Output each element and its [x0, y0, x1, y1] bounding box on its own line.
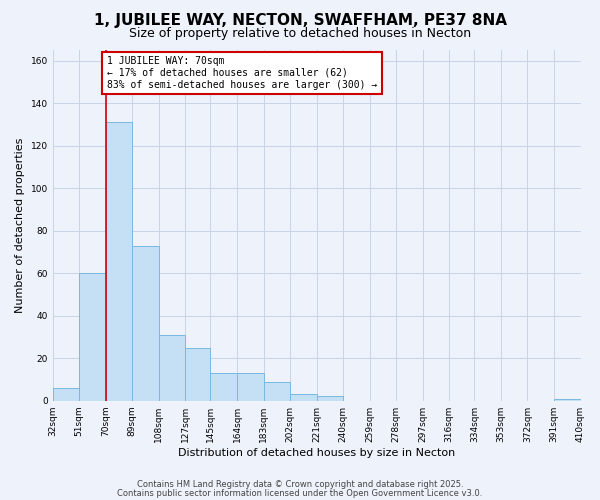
Text: 1, JUBILEE WAY, NECTON, SWAFFHAM, PE37 8NA: 1, JUBILEE WAY, NECTON, SWAFFHAM, PE37 8… — [94, 12, 506, 28]
Text: 1 JUBILEE WAY: 70sqm
← 17% of detached houses are smaller (62)
83% of semi-detac: 1 JUBILEE WAY: 70sqm ← 17% of detached h… — [107, 56, 377, 90]
X-axis label: Distribution of detached houses by size in Necton: Distribution of detached houses by size … — [178, 448, 455, 458]
Bar — [554, 398, 581, 400]
Bar — [159, 335, 185, 400]
Text: Contains HM Land Registry data © Crown copyright and database right 2025.: Contains HM Land Registry data © Crown c… — [137, 480, 463, 489]
Bar — [79, 273, 106, 400]
Bar — [211, 373, 237, 400]
Bar — [290, 394, 317, 400]
Bar — [106, 122, 132, 400]
Y-axis label: Number of detached properties: Number of detached properties — [15, 138, 25, 313]
Bar — [263, 382, 290, 400]
Bar — [132, 246, 159, 400]
Bar — [237, 373, 263, 400]
Bar — [317, 396, 343, 400]
Text: Contains public sector information licensed under the Open Government Licence v3: Contains public sector information licen… — [118, 488, 482, 498]
Bar — [53, 388, 79, 400]
Text: Size of property relative to detached houses in Necton: Size of property relative to detached ho… — [129, 28, 471, 40]
Bar — [185, 348, 211, 401]
